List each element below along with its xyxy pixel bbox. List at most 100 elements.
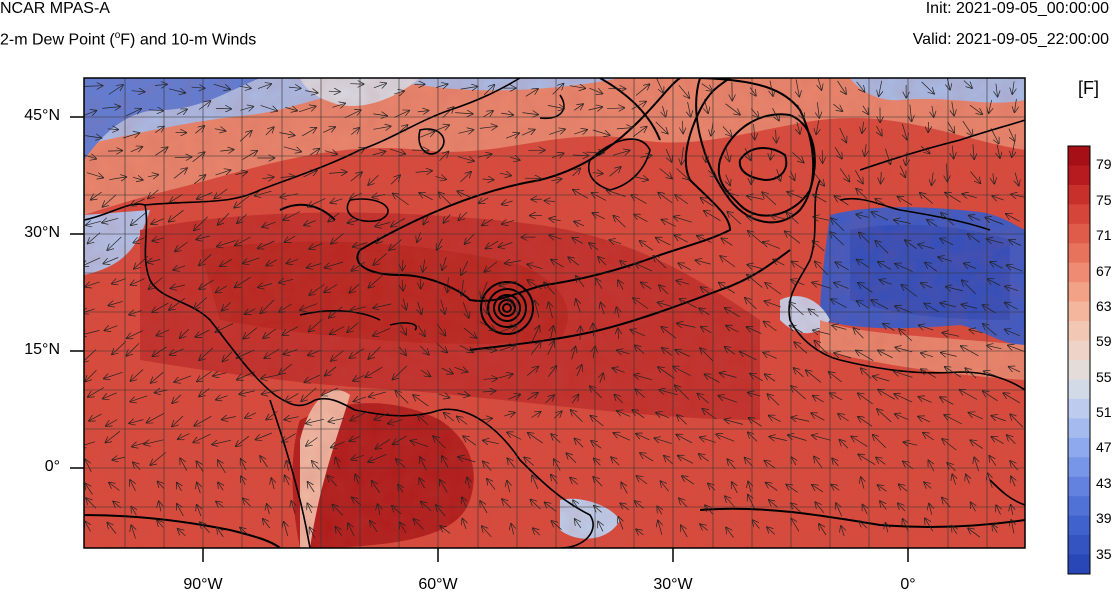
wind-arrow (262, 390, 281, 394)
wind-arrow (940, 397, 954, 405)
wind-arrow (461, 261, 469, 275)
wind-arrow (969, 104, 982, 114)
wind-arrow (262, 222, 276, 227)
wind-arrow (790, 326, 803, 333)
colorbar-label: 35 (1096, 545, 1112, 562)
wind-arrow (549, 129, 565, 135)
wind-arrow (336, 527, 342, 536)
wind-arrow (575, 439, 584, 448)
wind-arrow (701, 83, 712, 91)
wind-arrow (551, 475, 558, 484)
wind-arrow (457, 157, 474, 161)
wind-arrow (1005, 303, 1018, 310)
wind-arrow (308, 482, 315, 493)
wind-arrow (1010, 414, 1024, 428)
wind-arrow (880, 501, 887, 510)
wind-arrow (298, 106, 316, 113)
wind-arrow (872, 212, 889, 221)
wind-arrow (439, 192, 452, 206)
wind-arrow (193, 433, 211, 442)
colorbar-swatch (1068, 262, 1090, 283)
colorbar-label: 63 (1096, 297, 1112, 314)
wind-arrow (770, 149, 771, 159)
wind-arrow (592, 213, 605, 220)
wind-arrow (747, 196, 764, 200)
wind-arrow (1012, 81, 1014, 94)
wind-arrow (134, 238, 145, 243)
wind-arrow (725, 103, 740, 115)
wind-arrow (440, 480, 448, 493)
wind-arrow (765, 374, 776, 382)
wind-arrow (725, 420, 743, 425)
wind-arrow (180, 459, 188, 471)
wind-arrow (589, 243, 599, 251)
wind-arrow (107, 236, 122, 250)
wind-arrow (839, 168, 849, 181)
wind-arrow (461, 279, 463, 296)
wind-arrow (132, 177, 143, 180)
wind-arrow (840, 440, 849, 449)
wind-arrow (131, 369, 144, 381)
wind-arrow (919, 325, 934, 330)
wind-arrow (883, 324, 895, 331)
wind-arrow (373, 304, 392, 308)
wind-arrow (264, 348, 280, 358)
wind-arrow (925, 518, 933, 532)
wind-arrow (368, 275, 383, 287)
wind-arrow (769, 416, 781, 422)
wind-arrow (373, 126, 390, 129)
wind-arrow (527, 264, 543, 269)
wind-arrow (280, 176, 295, 177)
wind-arrow (195, 329, 210, 337)
wind-arrow (809, 309, 819, 317)
wind-arrow (699, 454, 709, 462)
wind-arrow (350, 411, 368, 421)
wind-arrow (677, 415, 688, 425)
wind-arrow (811, 413, 825, 421)
colorbar-label: 55 (1096, 368, 1112, 385)
wind-arrow (947, 121, 955, 133)
wind-arrow (353, 375, 365, 380)
wind-arrow (766, 483, 778, 491)
wind-arrow (834, 146, 842, 159)
wind-arrow (964, 263, 977, 268)
wind-arrow (526, 367, 538, 376)
wind-arrow (676, 435, 693, 444)
wind-arrow (962, 305, 978, 309)
wind-arrow (106, 419, 118, 426)
wind-arrow (218, 460, 226, 474)
colorbar-label: 59 (1096, 333, 1112, 350)
wind-arrow (722, 126, 732, 136)
wind-arrow (336, 458, 340, 470)
wind-arrow (309, 319, 323, 332)
wind-arrow (300, 303, 318, 311)
wind-arrow (398, 125, 408, 134)
wind-arrow (197, 371, 212, 382)
lon-label-60w: 60°W (418, 576, 458, 593)
wind-arrow (859, 521, 868, 529)
wind-arrow (481, 418, 493, 419)
wind-arrow (498, 243, 513, 248)
wind-arrow (347, 322, 359, 333)
wind-arrow (504, 413, 515, 417)
wind-arrow (243, 498, 251, 507)
wind-arrow (285, 235, 296, 242)
wind-arrow (970, 171, 981, 184)
wind-arrow (459, 212, 468, 220)
wind-arrow (812, 283, 832, 289)
wind-arrow (878, 262, 892, 270)
wind-arrow (1011, 505, 1013, 515)
wind-arrow (1009, 240, 1022, 246)
wind-arrow (533, 528, 541, 536)
wind-arrow (726, 174, 731, 186)
wind-arrow (924, 304, 939, 313)
wind-arrow (987, 239, 1004, 243)
wind-arrow (217, 240, 236, 247)
wind-arrow (199, 279, 214, 289)
wind-arrow (620, 503, 629, 511)
wind-arrow (112, 278, 126, 284)
wind-arrow (369, 391, 386, 397)
wind-arrow (154, 84, 167, 85)
wind-arrow (349, 284, 360, 292)
wind-arrow (592, 193, 607, 201)
